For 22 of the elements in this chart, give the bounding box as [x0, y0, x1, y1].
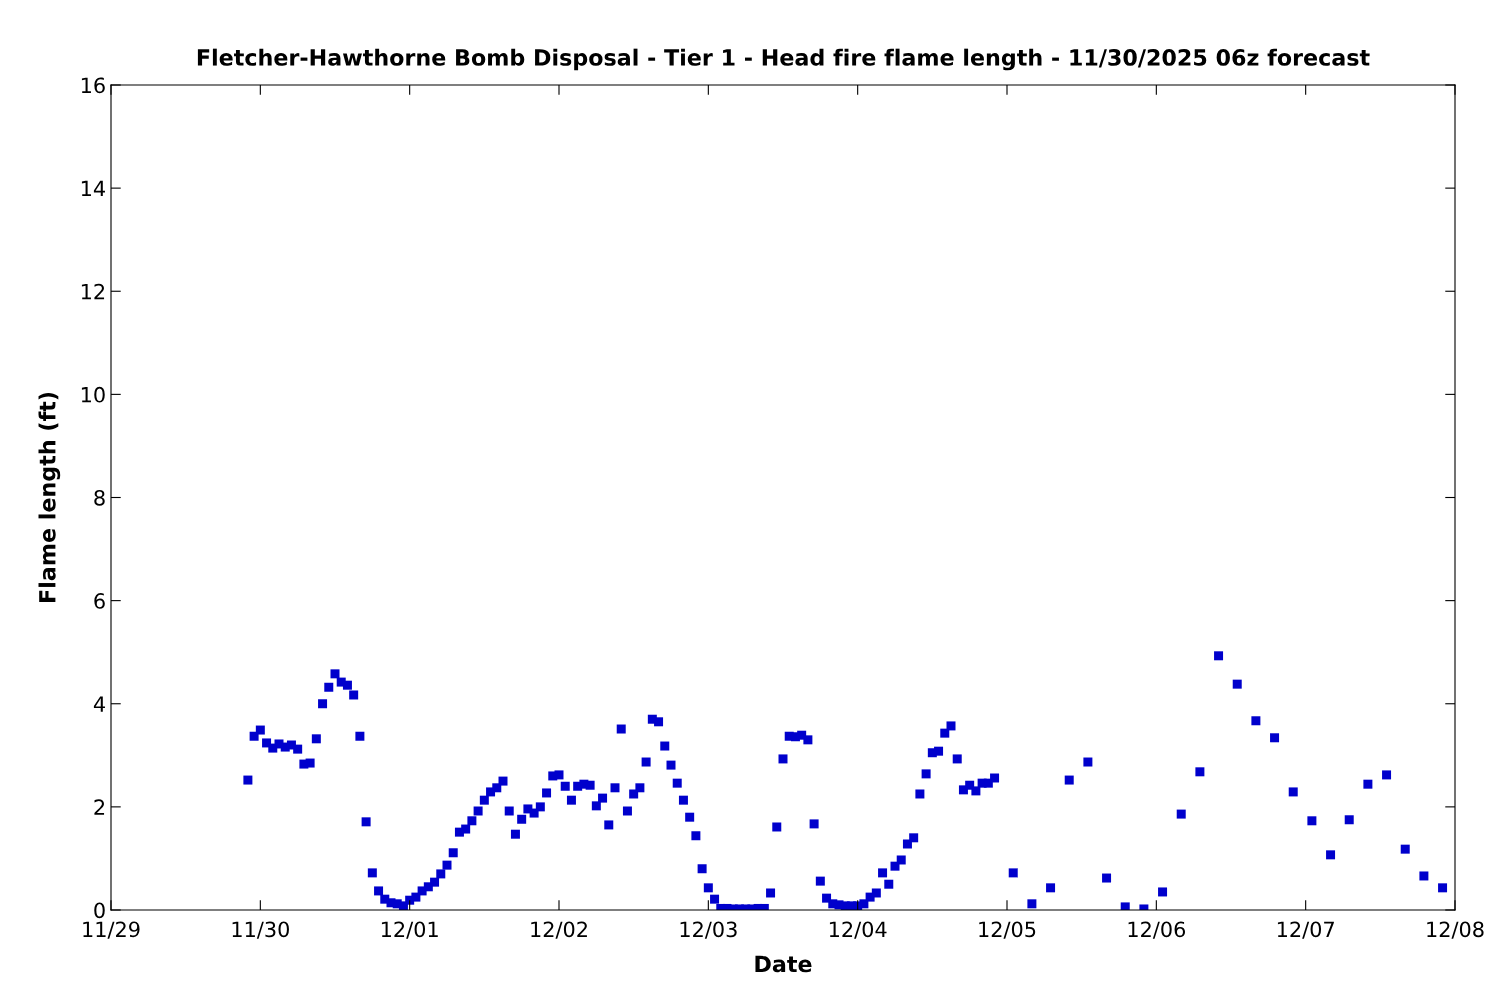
y-tick-label: 4	[93, 696, 105, 712]
x-tick-label: 12/05	[979, 921, 1036, 939]
x-tick-label: 12/04	[829, 921, 887, 939]
x-axis-title: Date	[755, 955, 812, 973]
y-tick-label: 8	[94, 489, 105, 506]
y-tick-label: 2	[94, 799, 105, 815]
x-tick-label: 11/30	[232, 921, 289, 939]
chart-title: Fletcher-Hawthorne Bomb Disposal - Tier 1 - Head fire flame length - 11/30/2025 06z forecast	[197, 48, 1370, 71]
x-tick-label: 12/08	[1427, 921, 1484, 939]
y-tick-label: 14	[81, 180, 105, 197]
y-tick-label: 10	[81, 386, 105, 403]
y-tick-label: 0	[94, 902, 105, 919]
x-tick-label: 12/02	[531, 921, 587, 939]
x-tick-label: 12/06	[1128, 921, 1186, 939]
y-axis-title: Flame length (ft)	[38, 392, 61, 602]
x-tick-label: 12/01	[381, 921, 438, 939]
x-tick-label: 12/03	[680, 921, 737, 939]
x-tick-label: 11/29	[83, 921, 140, 939]
y-tick-label: 6	[94, 593, 105, 609]
x-tick-label: 12/07	[1277, 921, 1334, 939]
y-tick-label: 12	[81, 283, 105, 300]
y-tick-label: 16	[81, 77, 105, 94]
